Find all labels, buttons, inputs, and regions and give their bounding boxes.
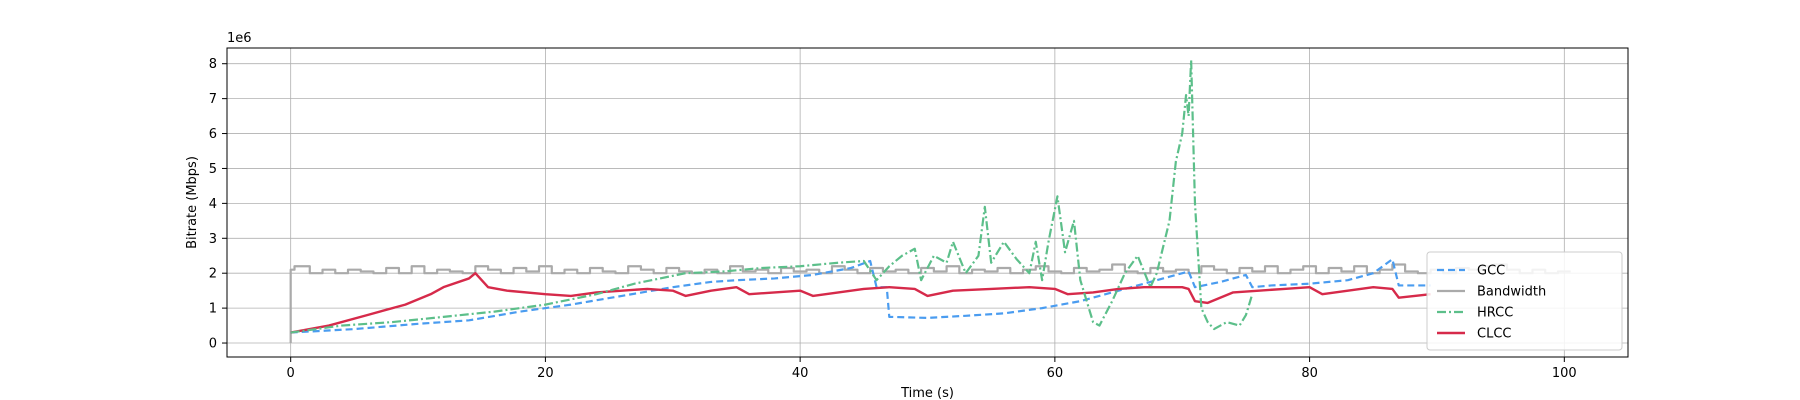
y-multiplier-label: 1e6 [227, 31, 252, 46]
y-tick-label: 3 [209, 232, 217, 247]
x-tick-label: 20 [537, 366, 554, 381]
plot-frame [226, 47, 1629, 358]
x-tick-label: 40 [792, 366, 809, 381]
x-tick-label: 100 [1552, 366, 1577, 381]
x-tick-label: 60 [1047, 366, 1064, 381]
series-layer [289, 59, 1571, 344]
series-line-bandwidth [289, 263, 1571, 344]
legend-label-gcc: GCC [1477, 264, 1505, 279]
legend-label-bandwidth: Bandwidth [1477, 285, 1546, 300]
grid-lines [227, 48, 1628, 357]
y-tick-label: 5 [209, 162, 217, 177]
y-tick-label: 8 [209, 57, 217, 72]
y-tick-label: 6 [209, 127, 217, 142]
x-tick-label: 0 [287, 366, 295, 381]
series-line-clcc [290, 272, 1431, 334]
y-tick-label: 1 [209, 302, 217, 317]
y-tick-label: 2 [209, 267, 217, 282]
y-tick-label: 0 [209, 337, 217, 352]
x-tick-label: 80 [1301, 366, 1318, 381]
legend: GCC Bandwidth HRCC CLCC [1426, 251, 1623, 351]
legend-label-hrcc: HRCC [1477, 306, 1513, 321]
y-axis-label: Bitrate (Mbps) [185, 156, 200, 249]
y-tick-label: 4 [209, 197, 217, 212]
series-line-gcc [290, 258, 1431, 334]
y-tick-label: 7 [209, 92, 217, 107]
series-line-hrcc [290, 59, 1254, 334]
tick-layer: 0 20 40 60 80 100 0 1 2 3 4 5 6 7 8 [209, 57, 1577, 381]
legend-label-clcc: CLCC [1477, 327, 1511, 342]
legend-box [1426, 251, 1623, 351]
x-axis-label: Time (s) [900, 386, 954, 400]
